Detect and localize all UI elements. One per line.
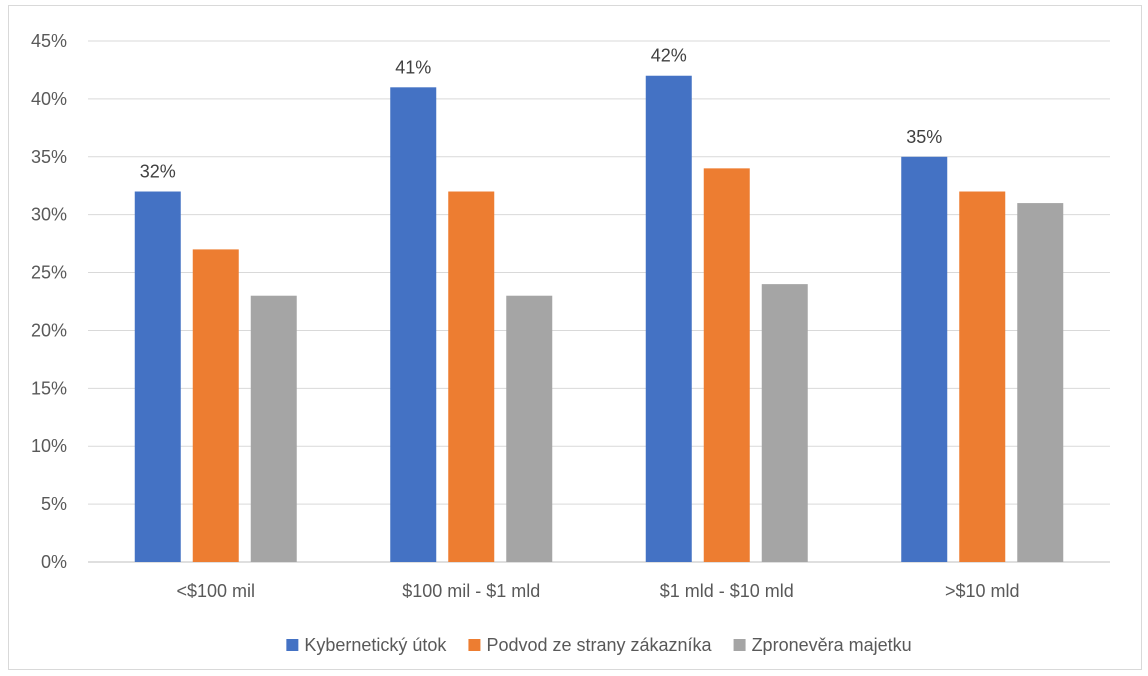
- y-tick-label: 45%: [31, 31, 67, 51]
- bar: [192, 249, 239, 562]
- y-tick-label: 0%: [41, 552, 67, 572]
- legend-label: Kybernetický útok: [304, 635, 447, 655]
- legend-label: Zpronevěra majetku: [752, 635, 912, 655]
- bar: [448, 191, 495, 562]
- y-tick-label: 30%: [31, 205, 67, 225]
- category-label: <$100 mil: [176, 581, 255, 601]
- category-label: >$10 mld: [945, 581, 1020, 601]
- y-axis-ticks: 0% 5% 10% 15% 20% 25% 30% 35% 40% 45%: [31, 31, 67, 572]
- y-tick-label: 10%: [31, 436, 67, 456]
- legend-swatch: [468, 639, 481, 651]
- bar: [761, 284, 808, 562]
- bar: [901, 156, 948, 562]
- legend-item: Kybernetický útok: [286, 635, 447, 655]
- data-label: 41%: [395, 57, 431, 77]
- category-label: $100 mil - $1 mld: [402, 581, 540, 601]
- y-tick-label: 5%: [41, 494, 67, 514]
- bars: [134, 75, 1064, 563]
- data-label: 42%: [651, 46, 687, 66]
- legend-swatch: [286, 639, 299, 651]
- y-tick-label: 40%: [31, 89, 67, 109]
- y-tick-label: 25%: [31, 263, 67, 283]
- gridlines: [88, 40, 1110, 563]
- legend-item: Zpronevěra majetku: [733, 635, 912, 655]
- bar: [506, 295, 553, 562]
- bar: [1017, 203, 1064, 563]
- y-tick-label: 35%: [31, 147, 67, 167]
- data-label: 32%: [140, 162, 176, 182]
- legend-swatch: [733, 639, 746, 651]
- x-axis-categories: <$100 mil $100 mil - $1 mld $1 mld - $10 m…: [176, 581, 1019, 601]
- bar: [703, 168, 750, 562]
- y-tick-label: 15%: [31, 378, 67, 398]
- data-label: 35%: [906, 127, 942, 147]
- legend-label: Podvod ze strany zákazníka: [486, 635, 712, 655]
- legend-item: Podvod ze strany zákazníka: [468, 635, 713, 655]
- data-labels: 32% 41% 42% 35%: [140, 46, 943, 182]
- bar: [959, 191, 1006, 562]
- y-tick-label: 20%: [31, 320, 67, 340]
- bar: [250, 295, 297, 562]
- bar: [134, 191, 181, 562]
- category-label: $1 mld - $10 mld: [660, 581, 794, 601]
- bar: [390, 87, 437, 563]
- bar: [645, 75, 692, 562]
- legend: Kybernetický útok Podvod ze strany zákazn…: [286, 635, 912, 655]
